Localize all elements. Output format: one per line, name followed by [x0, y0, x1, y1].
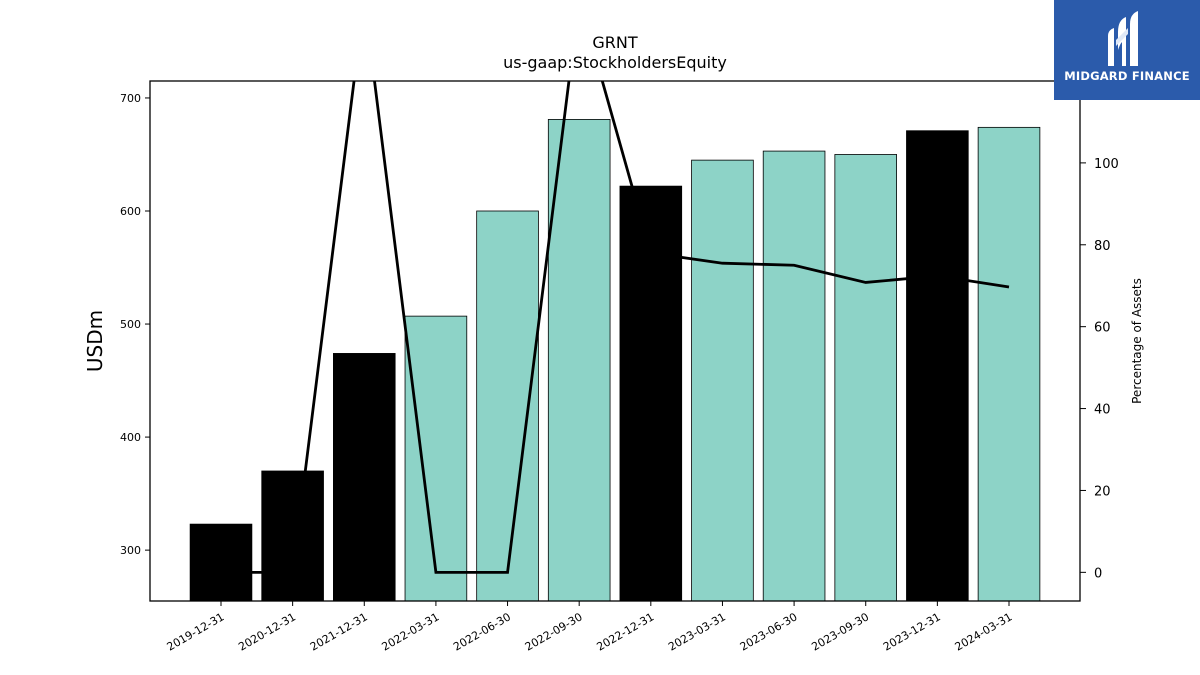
y-axis-label: USDm: [83, 310, 107, 372]
x-axis-ticks: 2019-12-31 2020-12-31 2021-12-31 2022-03-31…: [165, 601, 1015, 654]
chart-subtitle: us-gaap:StockholdersEquity: [503, 53, 727, 72]
y-tick-label: 700: [120, 92, 141, 105]
x-tick-label: 2022-12-31: [594, 610, 656, 653]
y-tick-label: 300: [120, 544, 141, 557]
x-tick-label: 2022-06-30: [451, 610, 513, 653]
bar-2021-12-31: [333, 353, 396, 602]
y2-tick-label: 80: [1094, 239, 1111, 254]
bar-2022-03-31: [404, 315, 468, 602]
bar-2023-03-31: [691, 159, 754, 602]
bar-2024-03-31: [977, 126, 1041, 602]
bar-2022-09-30: [547, 119, 611, 602]
bar-2020-12-31: [261, 470, 324, 602]
y-axis-ticks: 300 400 500 600 700: [120, 92, 150, 557]
x-tick-label: 2022-09-30: [523, 610, 585, 653]
y2-tick-label: 60: [1094, 321, 1111, 336]
x-tick-label: 2024-03-31: [953, 610, 1015, 653]
y2-tick-label: 100: [1094, 157, 1119, 172]
line-group: [221, 81, 1010, 574]
y-tick-label: 600: [120, 205, 141, 218]
x-tick-label: 2023-12-31: [881, 610, 943, 653]
x-tick-label: 2023-06-30: [738, 610, 800, 653]
y-tick-label: 400: [120, 431, 141, 444]
bar-2023-12-31: [906, 130, 969, 602]
y2-tick-label: 0: [1094, 566, 1102, 581]
x-tick-label: 2023-09-30: [809, 610, 871, 653]
x-tick-label: 2020-12-31: [236, 610, 298, 653]
brand-logo: MIDGARD FINANCE: [1054, 0, 1200, 100]
y2-axis-ticks: 0 20 40 60 80 100: [1080, 157, 1119, 581]
y2-axis-label: Percentage of Assets: [1130, 278, 1144, 404]
x-tick-label: 2023-03-31: [666, 610, 728, 653]
y2-tick-label: 40: [1094, 403, 1111, 418]
y-tick-label: 500: [120, 318, 141, 331]
plot-frame: [149, 80, 1081, 602]
bar-2023-09-30: [834, 154, 897, 602]
bar-2019-12-31: [189, 523, 253, 602]
chart-title: GRNT: [592, 33, 637, 52]
percentage-line: [221, 81, 1010, 574]
logo-mark-icon: [1108, 11, 1138, 66]
x-tick-label: 2021-12-31: [308, 610, 370, 653]
y2-tick-label: 20: [1094, 484, 1111, 499]
x-tick-label: 2019-12-31: [165, 610, 227, 653]
x-tick-label: 2022-03-31: [380, 610, 442, 653]
bar-2023-06-30: [762, 150, 826, 602]
logo-text: MIDGARD FINANCE: [1064, 69, 1190, 83]
bar-group: [189, 119, 1041, 602]
